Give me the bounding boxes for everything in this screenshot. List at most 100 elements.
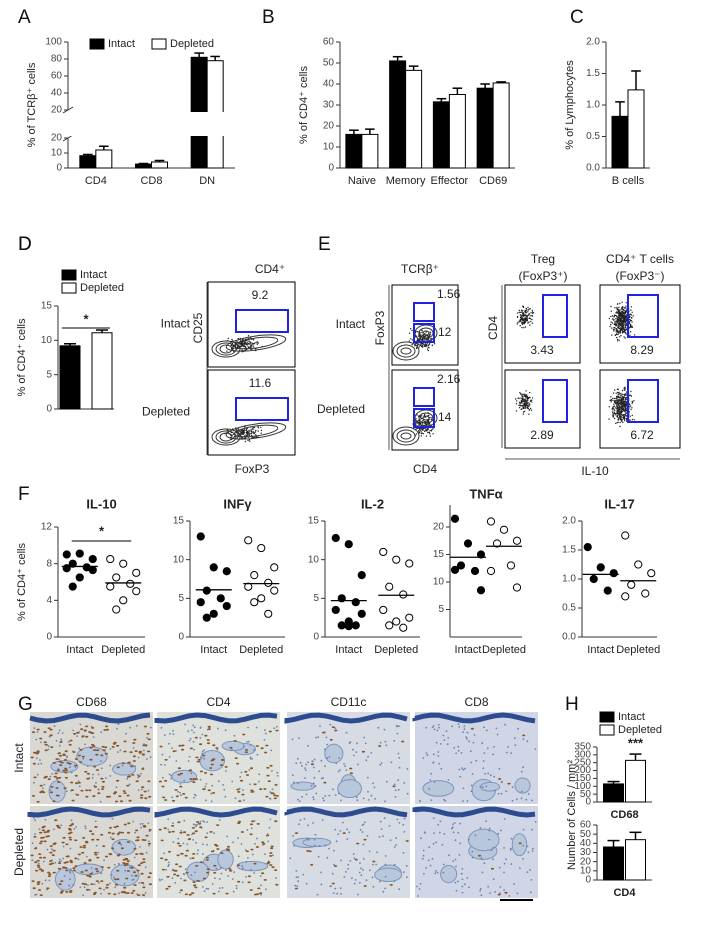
flow-event — [613, 417, 616, 420]
bar — [345, 133, 363, 169]
flow-event — [522, 310, 524, 312]
nucleus — [133, 856, 136, 859]
stained-cell — [98, 887, 102, 890]
y-tick-label: 80 — [51, 54, 63, 65]
nucleus — [192, 740, 195, 743]
stained-cell — [127, 761, 131, 764]
nucleus — [226, 835, 229, 838]
flow-event — [431, 429, 433, 431]
nucleus — [463, 725, 466, 728]
flow-event — [427, 345, 429, 347]
nucleus — [147, 822, 150, 825]
flow-event — [526, 399, 528, 401]
nucleus — [326, 856, 329, 859]
nucleus — [357, 763, 359, 766]
data-point — [75, 573, 84, 582]
nucleus — [289, 857, 292, 860]
stained-cell — [111, 746, 115, 748]
flow-event — [516, 316, 519, 319]
stained-cell — [113, 893, 117, 896]
stained-cell — [128, 775, 132, 777]
nucleus — [304, 767, 306, 769]
column-label: CD8 — [464, 695, 488, 709]
nucleus — [498, 866, 501, 869]
flow-event — [520, 393, 522, 396]
y-axis-label: CD25 — [191, 312, 205, 343]
flow-event — [237, 337, 239, 340]
nucleus — [301, 795, 304, 798]
nucleus — [302, 873, 305, 876]
flow-event — [613, 328, 615, 331]
stained-cell — [93, 765, 97, 768]
stained-cell — [133, 738, 137, 741]
nucleus — [462, 731, 464, 733]
nucleus — [318, 845, 321, 847]
flow-event — [427, 349, 429, 352]
stained-cell — [210, 763, 214, 766]
stained-cell — [76, 732, 80, 734]
stained-cell — [196, 821, 200, 823]
nucleus — [68, 870, 71, 873]
nucleus — [393, 846, 396, 848]
stained-cell — [164, 758, 168, 761]
nucleus — [384, 863, 387, 866]
nucleus — [432, 725, 435, 727]
nucleus — [137, 776, 140, 779]
nucleus — [465, 736, 468, 739]
nucleus — [322, 799, 325, 802]
nucleus — [271, 770, 273, 772]
nucleus — [129, 726, 132, 729]
nucleus — [125, 732, 127, 735]
nucleus — [326, 757, 329, 759]
significance: *** — [628, 736, 644, 751]
data-point — [583, 543, 592, 552]
y-tick-label: 0 — [585, 797, 591, 808]
nucleus — [191, 729, 193, 731]
nucleus — [359, 828, 362, 831]
nucleus — [446, 743, 449, 746]
nucleus — [43, 860, 45, 863]
flow-event — [249, 440, 251, 442]
flow-event — [243, 342, 245, 344]
y-tick-label: 10 — [308, 554, 320, 565]
stained-cell — [294, 887, 298, 890]
stained-cell — [139, 862, 144, 864]
flow-event — [524, 393, 526, 395]
stained-cell — [116, 766, 120, 769]
nucleus — [526, 740, 529, 743]
stained-cell — [47, 871, 51, 874]
flow-event — [619, 322, 621, 325]
flow-event — [621, 321, 623, 324]
flow-event — [530, 409, 533, 411]
nucleus — [249, 757, 252, 760]
flow-event — [621, 323, 623, 325]
nucleus — [313, 766, 315, 769]
nucleus — [405, 865, 408, 867]
stained-cell — [136, 869, 140, 872]
y-tick-label: 15 — [308, 516, 320, 527]
nucleus — [301, 765, 303, 767]
stained-cell — [102, 749, 106, 751]
stained-cell — [100, 754, 104, 757]
nucleus — [69, 871, 72, 874]
flow-event — [425, 338, 427, 341]
flow-event — [418, 343, 420, 345]
stained-cell — [121, 762, 125, 764]
stained-cell — [53, 842, 57, 845]
nucleus — [500, 792, 503, 795]
stained-cell — [72, 869, 76, 872]
y-tick-label: 10 — [323, 142, 335, 153]
nucleus — [305, 882, 308, 885]
panel-label: F — [18, 484, 30, 505]
stained-cell — [69, 861, 74, 864]
stained-cell — [192, 778, 196, 780]
flow-event — [247, 341, 249, 343]
nucleus — [97, 773, 100, 776]
y-tick-label: 10 — [41, 335, 53, 346]
flow-event — [253, 339, 255, 341]
flow-event — [622, 324, 625, 326]
nucleus — [328, 847, 330, 850]
stained-cell — [184, 854, 188, 857]
nucleus — [362, 797, 365, 800]
stained-cell — [49, 845, 53, 847]
